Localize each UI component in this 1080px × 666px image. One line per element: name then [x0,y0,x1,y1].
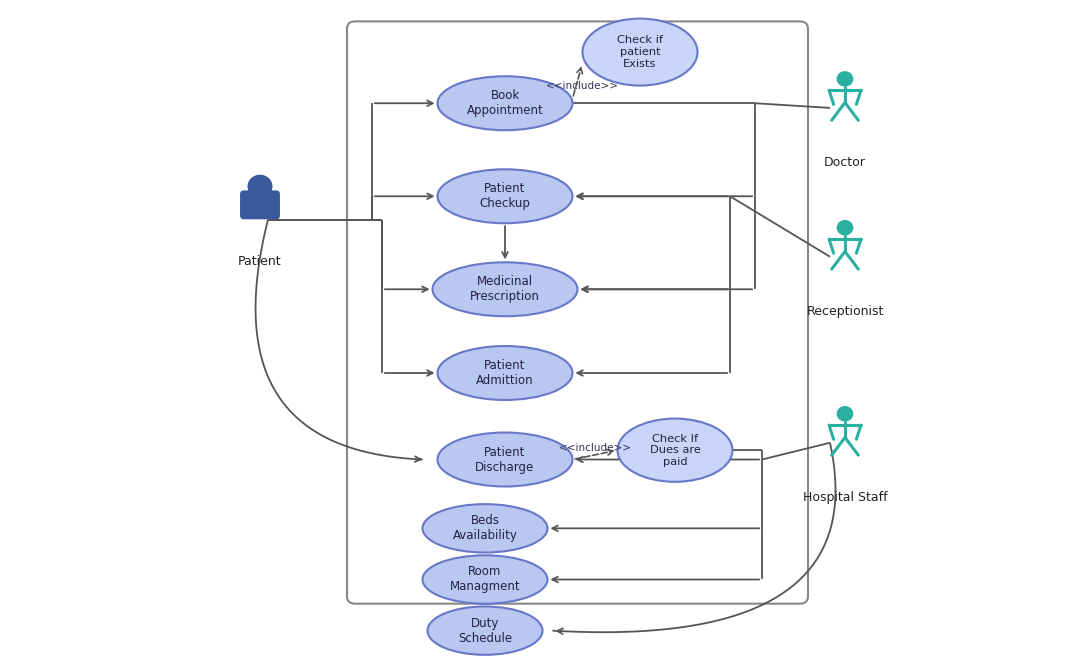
Text: Patient: Patient [239,255,282,268]
Text: Patient
Checkup: Patient Checkup [480,182,530,210]
Circle shape [837,71,853,87]
Text: Doctor: Doctor [824,157,866,169]
Text: Beds
Availability: Beds Availability [453,514,517,542]
Ellipse shape [422,555,548,603]
Ellipse shape [428,607,542,655]
Ellipse shape [437,432,572,486]
Ellipse shape [437,346,572,400]
Ellipse shape [582,19,698,85]
Text: Patient
Discharge: Patient Discharge [475,446,535,474]
Ellipse shape [437,169,572,223]
Text: <<include>>: <<include>> [558,444,632,454]
Circle shape [837,406,853,422]
Text: Book
Appointment: Book Appointment [467,89,543,117]
Circle shape [837,220,853,236]
Ellipse shape [618,418,732,482]
Text: Room
Managment: Room Managment [449,565,521,593]
Text: <<include>>: <<include>> [546,81,619,91]
FancyBboxPatch shape [240,190,280,219]
Text: Check if
patient
Exists: Check if patient Exists [617,35,663,69]
Text: Patient
Admittion: Patient Admittion [476,359,534,387]
Text: Receptionist: Receptionist [807,305,883,318]
Text: Duty
Schedule: Duty Schedule [458,617,512,645]
Ellipse shape [432,262,578,316]
FancyBboxPatch shape [347,21,808,603]
Ellipse shape [437,77,572,131]
Ellipse shape [422,504,548,553]
Circle shape [248,175,272,197]
Text: Medicinal
Prescription: Medicinal Prescription [470,275,540,303]
Text: Hospital Staff: Hospital Staff [802,491,888,504]
Text: Check If
Dues are
paid: Check If Dues are paid [649,434,701,467]
